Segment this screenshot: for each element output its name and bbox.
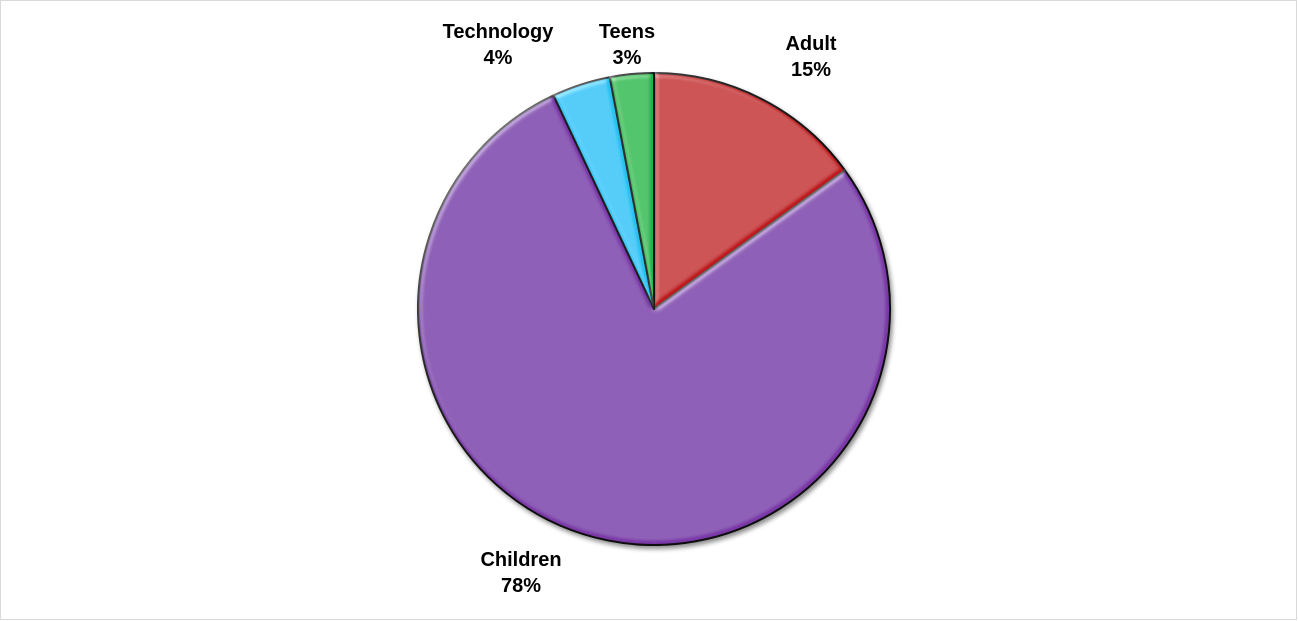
data-label-adult: Adult 15% bbox=[785, 33, 836, 81]
data-label-teens: Teens 3% bbox=[599, 21, 655, 69]
pie-data-labels: Adult 15% Children 78% Technology 4% Teens 3% bbox=[443, 21, 837, 597]
data-label-category: Adult bbox=[785, 33, 836, 55]
data-label-technology: Technology 4% bbox=[443, 21, 555, 69]
pie-slice-adult bbox=[653, 72, 846, 310]
pie-slice-teens bbox=[608, 72, 655, 310]
data-label-percent: 78% bbox=[501, 575, 541, 597]
data-label-category: Teens bbox=[599, 21, 655, 43]
data-label-category: Children bbox=[480, 549, 561, 571]
pie-slice-children bbox=[417, 94, 891, 546]
pie-slices bbox=[417, 72, 891, 546]
data-label-percent: 4% bbox=[484, 47, 513, 69]
data-label-percent: 15% bbox=[791, 59, 831, 81]
data-label-percent: 3% bbox=[613, 47, 642, 69]
data-label-children: Children 78% bbox=[480, 549, 561, 597]
data-label-category: Technology bbox=[443, 21, 555, 43]
